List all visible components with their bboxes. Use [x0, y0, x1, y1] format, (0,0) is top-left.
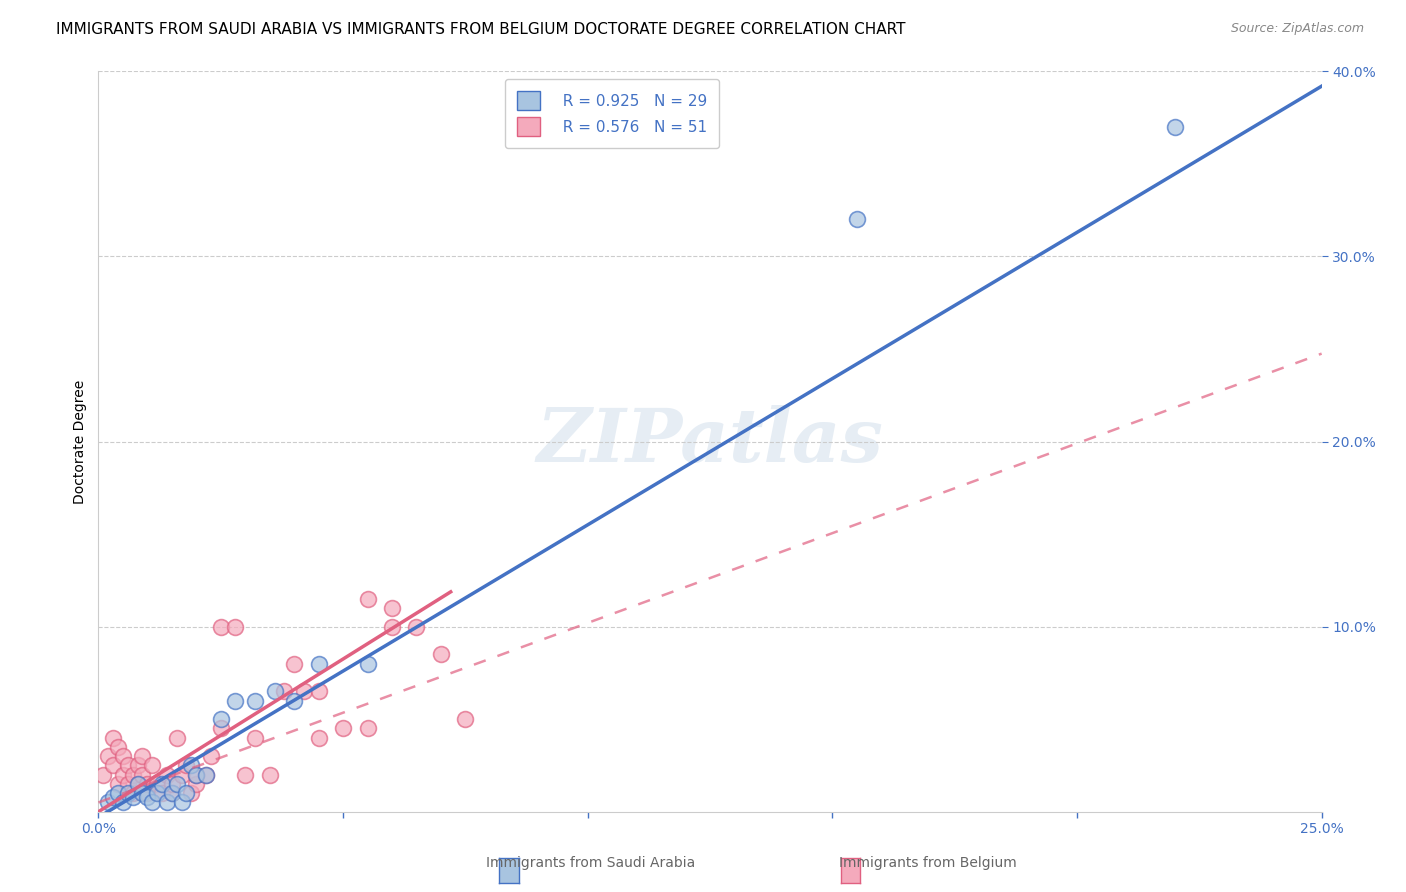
Point: [233, 767, 256, 781]
Point: [131, 749, 153, 764]
Point: [141, 758, 163, 772]
Point: [127, 777, 149, 791]
Point: [224, 619, 246, 633]
Text: Immigrants from Saudi Arabia: Immigrants from Saudi Arabia: [486, 855, 695, 870]
Point: [292, 684, 315, 698]
Point: [186, 777, 208, 791]
Point: [160, 786, 183, 800]
Point: [356, 591, 378, 606]
Point: [1164, 120, 1187, 134]
Point: [121, 767, 143, 781]
Point: [101, 758, 124, 772]
Point: [131, 767, 153, 781]
Point: [209, 619, 232, 633]
Text: IMMIGRANTS FROM SAUDI ARABIA VS IMMIGRANTS FROM BELGIUM DOCTORATE DEGREE CORRELA: IMMIGRANTS FROM SAUDI ARABIA VS IMMIGRAN…: [56, 22, 905, 37]
Point: [107, 777, 129, 791]
Point: [356, 657, 378, 671]
Point: [283, 694, 305, 708]
Point: [166, 777, 188, 791]
Point: [176, 758, 198, 772]
Point: [180, 758, 202, 772]
Point: [111, 767, 134, 781]
Point: [200, 749, 222, 764]
Point: [146, 786, 169, 800]
Point: [156, 796, 179, 810]
Point: [101, 789, 124, 804]
Point: [91, 767, 114, 781]
Point: [454, 712, 477, 726]
Point: [308, 657, 330, 671]
Point: [127, 758, 149, 772]
Point: [166, 731, 188, 745]
Point: [308, 731, 330, 745]
Point: [136, 789, 159, 804]
Point: [195, 767, 218, 781]
Point: [150, 786, 173, 800]
Point: [186, 767, 208, 781]
Point: [186, 767, 208, 781]
Point: [259, 767, 281, 781]
Point: [160, 786, 183, 800]
Point: [150, 777, 173, 791]
Text: ZIPatlas: ZIPatlas: [537, 405, 883, 478]
Point: [136, 777, 159, 791]
Point: [209, 712, 232, 726]
Point: [356, 722, 378, 736]
Point: [332, 722, 354, 736]
Point: [160, 777, 183, 791]
Text: Source: ZipAtlas.com: Source: ZipAtlas.com: [1230, 22, 1364, 36]
Point: [381, 619, 404, 633]
Point: [107, 786, 129, 800]
Point: [127, 777, 149, 791]
Legend:   R = 0.925   N = 29,   R = 0.576   N = 51: R = 0.925 N = 29, R = 0.576 N = 51: [505, 79, 718, 148]
Point: [131, 786, 153, 800]
Point: [121, 786, 143, 800]
Point: [117, 777, 139, 791]
Y-axis label: Doctorate Degree: Doctorate Degree: [73, 379, 87, 504]
Point: [430, 648, 453, 662]
Point: [141, 796, 163, 810]
Point: [308, 684, 330, 698]
Point: [170, 767, 193, 781]
Point: [180, 786, 202, 800]
Point: [243, 694, 266, 708]
Point: [117, 786, 139, 800]
Point: [195, 767, 218, 781]
Point: [136, 786, 159, 800]
Point: [283, 657, 305, 671]
Point: [273, 684, 295, 698]
Point: [176, 786, 198, 800]
Point: [111, 796, 134, 810]
Point: [243, 731, 266, 745]
Point: [156, 767, 179, 781]
Point: [209, 722, 232, 736]
Point: [170, 796, 193, 810]
Point: [381, 601, 404, 615]
Point: [97, 749, 120, 764]
Point: [263, 684, 285, 698]
Point: [405, 619, 427, 633]
Text: Immigrants from Belgium: Immigrants from Belgium: [839, 855, 1017, 870]
Point: [121, 789, 143, 804]
Point: [224, 694, 246, 708]
Point: [111, 749, 134, 764]
Point: [117, 758, 139, 772]
Point: [845, 212, 868, 227]
Point: [101, 731, 124, 745]
Point: [107, 739, 129, 754]
Point: [97, 796, 120, 810]
Point: [146, 777, 169, 791]
